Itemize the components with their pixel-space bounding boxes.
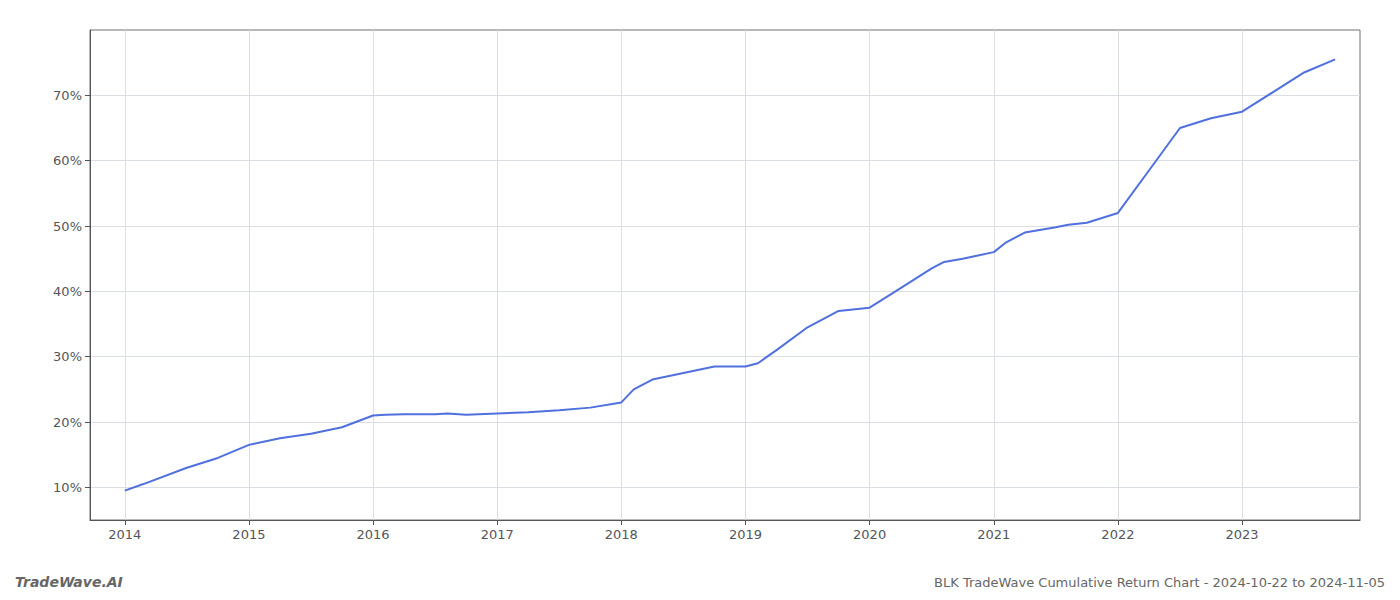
svg-text:20%: 20%	[53, 415, 82, 430]
svg-text:60%: 60%	[53, 153, 82, 168]
svg-text:50%: 50%	[53, 219, 82, 234]
svg-text:70%: 70%	[53, 88, 82, 103]
svg-text:40%: 40%	[53, 284, 82, 299]
svg-text:2018: 2018	[605, 527, 638, 542]
svg-text:2014: 2014	[108, 527, 141, 542]
svg-text:2019: 2019	[729, 527, 762, 542]
svg-text:2023: 2023	[1226, 527, 1259, 542]
svg-text:2020: 2020	[853, 527, 886, 542]
svg-text:2015: 2015	[232, 527, 265, 542]
svg-text:TradeWave.AI: TradeWave.AI	[15, 574, 123, 590]
svg-text:2021: 2021	[977, 527, 1010, 542]
svg-text:2022: 2022	[1101, 527, 1134, 542]
svg-text:2017: 2017	[481, 527, 514, 542]
svg-text:30%: 30%	[53, 349, 82, 364]
svg-text:2016: 2016	[357, 527, 390, 542]
svg-text:10%: 10%	[53, 480, 82, 495]
svg-text:BLK TradeWave Cumulative Retur: BLK TradeWave Cumulative Return Chart - …	[934, 575, 1385, 590]
